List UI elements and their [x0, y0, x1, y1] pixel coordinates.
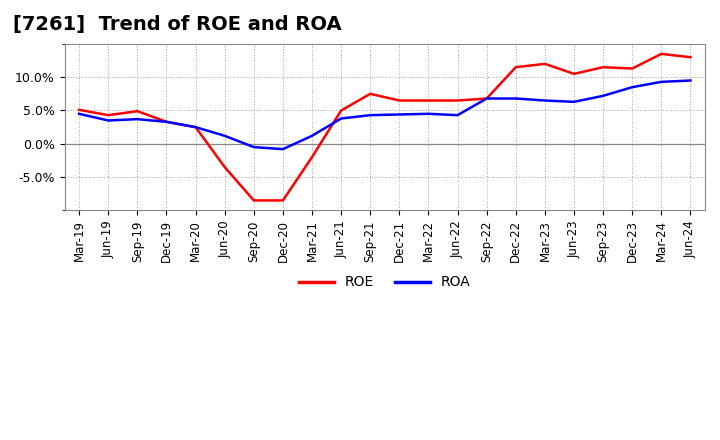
ROA	[366, 113, 374, 118]
ROA	[250, 144, 258, 150]
ROA	[337, 116, 346, 121]
ROE	[192, 125, 200, 130]
ROA	[307, 133, 316, 139]
ROE	[337, 108, 346, 113]
Line: ROA: ROA	[79, 81, 690, 149]
ROA	[482, 96, 491, 101]
ROA	[686, 78, 695, 83]
ROE	[424, 98, 433, 103]
ROE	[657, 51, 666, 56]
ROA	[424, 111, 433, 117]
ROA	[279, 147, 287, 152]
ROE	[307, 154, 316, 160]
ROA	[192, 125, 200, 130]
ROE	[628, 66, 636, 71]
ROE	[279, 198, 287, 203]
ROE	[570, 71, 578, 77]
ROE	[104, 113, 112, 118]
ROE	[541, 61, 549, 66]
Line: ROE: ROE	[79, 54, 690, 200]
Legend: ROE, ROA: ROE, ROA	[294, 270, 476, 295]
ROA	[657, 79, 666, 84]
ROA	[162, 119, 171, 125]
ROA	[541, 98, 549, 103]
ROE	[395, 98, 404, 103]
ROE	[511, 65, 520, 70]
ROA	[599, 93, 608, 99]
ROE	[250, 198, 258, 203]
ROA	[75, 111, 84, 117]
ROA	[395, 112, 404, 117]
ROE	[220, 165, 229, 170]
ROE	[133, 109, 142, 114]
ROE	[599, 65, 608, 70]
ROA	[220, 133, 229, 139]
ROE	[686, 55, 695, 60]
ROE	[162, 119, 171, 125]
ROA	[511, 96, 520, 101]
ROA	[104, 118, 112, 123]
ROE	[75, 107, 84, 113]
Text: [7261]  Trend of ROE and ROA: [7261] Trend of ROE and ROA	[14, 15, 342, 34]
ROA	[570, 99, 578, 104]
ROA	[454, 113, 462, 118]
ROA	[628, 84, 636, 90]
ROE	[482, 96, 491, 101]
ROE	[454, 98, 462, 103]
ROA	[133, 117, 142, 122]
ROE	[366, 91, 374, 96]
